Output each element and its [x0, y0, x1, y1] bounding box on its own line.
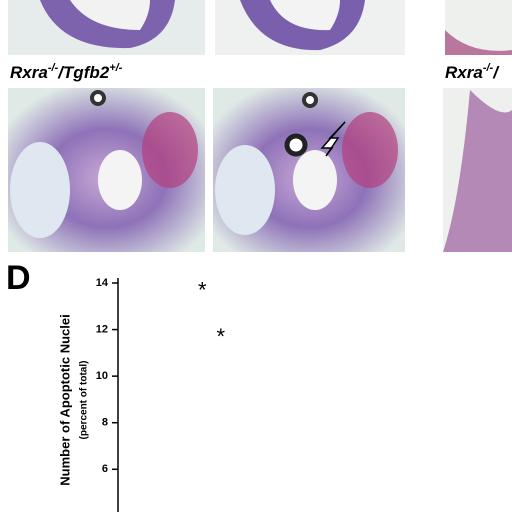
label-part: -/- [483, 62, 494, 74]
y-tick-label: 10 [96, 370, 108, 382]
label-part: Rxra [10, 63, 48, 82]
genotype-label: Rxra-/-/Tgfb2+/- [10, 62, 123, 83]
tissue [215, 145, 275, 235]
annotation: * [216, 324, 225, 349]
panel-label: D [6, 259, 31, 297]
arrow [320, 121, 346, 157]
tissue [293, 150, 337, 210]
label-part: / [492, 63, 500, 82]
label-part: /Tgfb2 [57, 63, 110, 82]
y-axis-label: Number of Apoptotic Nuclei [57, 314, 72, 485]
y-axis-sublabel: (percent of total) [79, 361, 90, 440]
y-tick-label: 6 [102, 463, 108, 475]
tissue [445, 30, 512, 55]
genotype-label: Rxra-/-/ [445, 62, 500, 83]
tissue [284, 133, 308, 157]
tissue [98, 150, 142, 210]
tissue [270, 0, 340, 31]
label-part: -/- [48, 62, 59, 74]
annotation: * [198, 277, 207, 302]
tissue [70, 0, 150, 30]
label-part: Rxra [445, 63, 483, 82]
y-tick-label: 8 [102, 417, 108, 429]
tissue [342, 112, 398, 188]
tissue [443, 90, 512, 252]
tissue [142, 112, 198, 188]
y-tick-label: 12 [96, 323, 108, 335]
tissue [302, 92, 318, 108]
tissue [90, 90, 106, 106]
tissue [10, 142, 70, 238]
y-tick-label: 14 [96, 277, 109, 289]
histology-panels [8, 0, 512, 252]
label-part: +/- [109, 62, 122, 74]
